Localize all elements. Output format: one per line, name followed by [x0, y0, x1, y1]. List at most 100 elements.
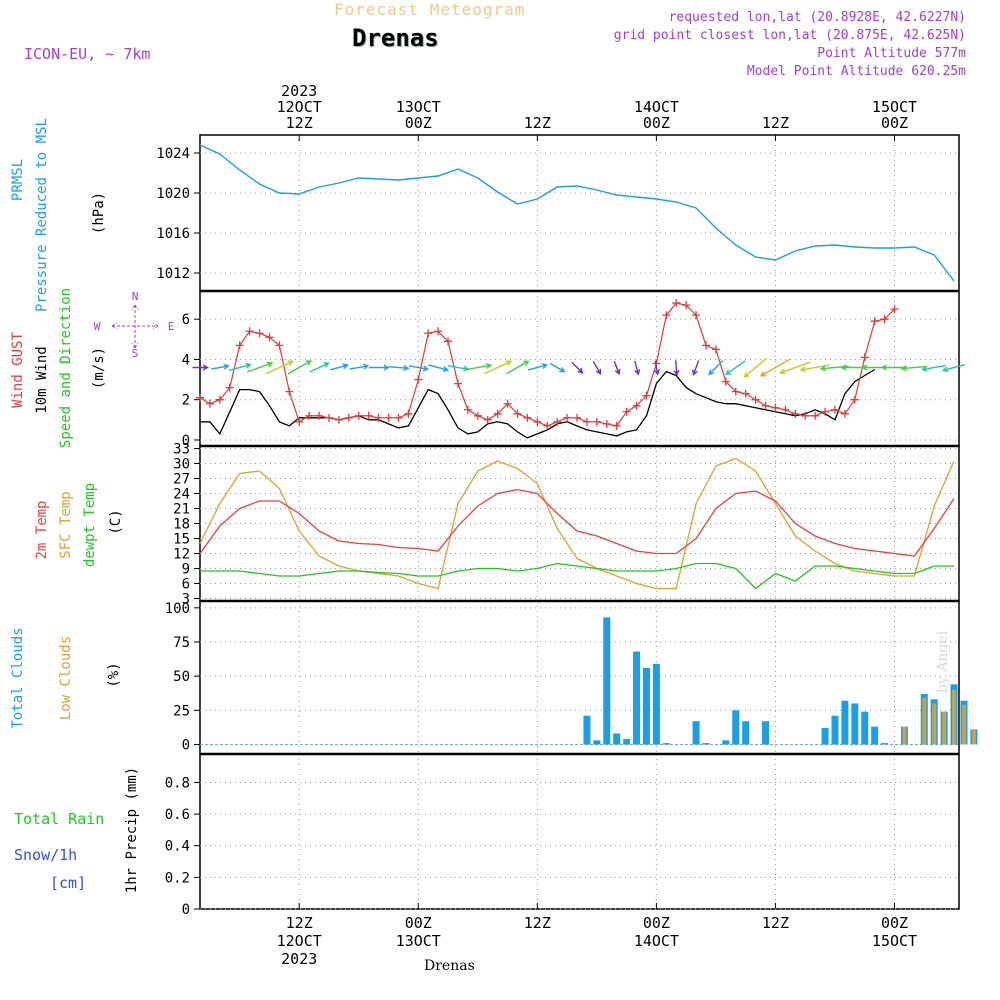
gust-marker [573, 414, 581, 422]
total-cloud-bar [851, 703, 858, 744]
time-label-top: 00Z [881, 114, 908, 132]
wind-arrow [614, 361, 619, 374]
gust-marker [563, 414, 571, 422]
compass-south: S [132, 347, 139, 360]
y-tick-label: 9 [182, 562, 190, 578]
gust-marker [821, 408, 829, 416]
gust-marker [523, 414, 531, 422]
gust-marker [325, 414, 333, 422]
gust-marker [861, 353, 869, 361]
ylabel-gust: Wind GUST [10, 332, 26, 408]
ylabel-low-clouds: Low Clouds [58, 636, 74, 720]
ylabel-cm: [cm] [50, 874, 86, 892]
wind-speed-line [200, 370, 875, 438]
gust-marker [583, 418, 591, 426]
y-tick-label: 0 [182, 902, 190, 918]
gust-marker [553, 418, 561, 426]
y-tick-label: 2 [182, 393, 190, 409]
gust-marker [871, 317, 879, 325]
pressure-line [200, 145, 954, 281]
total-cloud-bar [693, 721, 700, 744]
gust-marker [533, 418, 541, 426]
gust-marker [851, 396, 859, 404]
gust-marker [256, 329, 264, 337]
gust-marker [613, 422, 621, 430]
y-tick-label: 4 [182, 352, 190, 368]
gust-marker [305, 412, 313, 420]
y-tick-label: 75 [173, 635, 190, 651]
total-cloud-bar [831, 716, 838, 745]
time-label-bottom: 00Z [405, 914, 432, 932]
total-cloud-bar [762, 721, 769, 744]
wind-arrow [429, 365, 448, 371]
gust-marker [345, 414, 353, 422]
y-tick-label: 100 [165, 601, 190, 617]
ylabel-total-clouds: Total Clouds [10, 627, 26, 728]
y-tick-label: 27 [173, 472, 190, 488]
y-tick-label: 15 [173, 532, 190, 548]
compass-rose-icon [112, 305, 158, 348]
time-label-bottom: 00Z [643, 914, 670, 932]
meteogram: Forecast Meteogram Drenas ICON-EU, ~ 7km… [0, 0, 1000, 1000]
panel-frame-precip [200, 754, 959, 909]
y-tick-label: 33 [173, 442, 190, 458]
gust-marker [623, 408, 631, 416]
time-label-bottom: 00Z [881, 914, 908, 932]
y-tick-label: 1024 [156, 146, 190, 162]
ylabel-sfc-temp: SFC Temp [58, 491, 74, 558]
low-cloud-bar [922, 698, 926, 744]
ylabel-unit-c: (C) [108, 509, 124, 534]
y-tick-label: 0 [182, 737, 190, 753]
gust-marker [742, 390, 750, 398]
time-label-bottom: 12Z [286, 914, 313, 932]
y-tick-label: 0.8 [165, 775, 190, 791]
ylabel-10m-wind: 10m Wind [34, 346, 50, 413]
total-cloud-bar [623, 739, 630, 744]
low-cloud-bar [952, 690, 956, 745]
gust-marker [295, 418, 303, 426]
wind-arrow [369, 365, 388, 370]
wind-arrow [550, 363, 564, 371]
total-cloud-bar [861, 712, 868, 745]
y-tick-label: 0.6 [165, 807, 190, 823]
wind-arrow [330, 364, 347, 370]
ylabel-unit-hpa: (hPa) [91, 192, 107, 234]
wind-arrow [310, 363, 329, 372]
total-cloud-bar [633, 652, 640, 745]
low-cloud-bar [972, 729, 976, 744]
gust-marker [454, 380, 462, 388]
y-tick-label: 1020 [156, 186, 190, 202]
gust-marker [394, 414, 402, 422]
time-label-top: 12Z [762, 114, 789, 132]
total-cloud-bar [703, 743, 710, 744]
gust-marker [285, 388, 293, 396]
wind-arrow [674, 360, 679, 374]
gust-marker [474, 412, 482, 420]
time-label-bottom: 12OCT [277, 932, 322, 950]
ylabel-total-rain: Total Rain [14, 810, 104, 828]
gust-marker [811, 412, 819, 420]
gust-marker [603, 420, 611, 428]
gust-marker [385, 414, 393, 422]
time-label-bottom: 15OCT [872, 932, 917, 950]
total-cloud-bar [732, 710, 739, 744]
time-label-top: 00Z [643, 114, 670, 132]
wind-arrow [465, 364, 491, 370]
gust-marker [404, 410, 412, 418]
total-cloud-bar [722, 740, 729, 744]
gust-marker [206, 400, 214, 408]
gust-marker [464, 406, 472, 414]
dewpt-line [200, 564, 954, 589]
total-cloud-bar [593, 740, 600, 744]
wind-arrow [780, 362, 810, 374]
wind-arrow [528, 364, 547, 370]
gust-marker [484, 416, 492, 424]
panel-frame-wind [200, 291, 959, 446]
total-cloud-bar [841, 701, 848, 745]
y-tick-label: 18 [173, 517, 190, 533]
wind-arrow [211, 364, 228, 369]
total-cloud-bar [742, 721, 749, 744]
gust-marker [246, 327, 254, 335]
time-label-bottom: 13OCT [396, 932, 441, 950]
gust-marker [414, 376, 422, 384]
